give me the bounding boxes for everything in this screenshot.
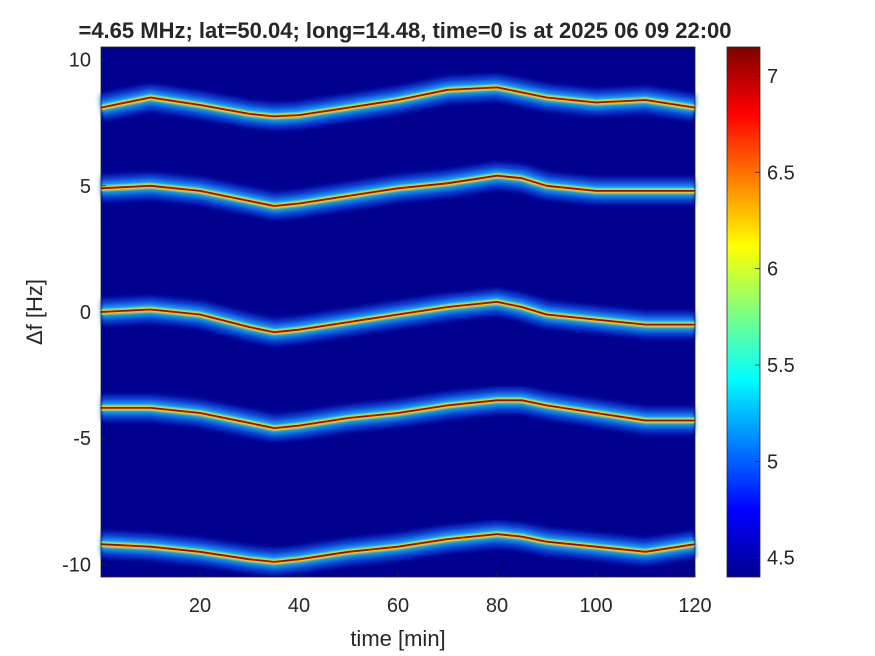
band-3-layer-5 [100, 301, 695, 334]
y-tick-label: 10 [69, 50, 91, 72]
y-axis-ticks: 10 5 0 -5 -10 [62, 50, 106, 576]
y-tick-label: -10 [62, 554, 91, 576]
colorbar-tick-label: 5.5 [767, 355, 795, 377]
x-axis-label: time [min] [350, 626, 445, 651]
band-1-layer-5 [100, 86, 696, 118]
chart-title: =4.65 MHz; lat=50.04; long=14.48, time=0… [78, 18, 731, 43]
colorbar-tick-label: 7 [767, 66, 778, 88]
x-tick-label: 60 [387, 595, 409, 617]
x-tick-label: 20 [189, 595, 211, 617]
y-tick-label: -5 [73, 428, 91, 450]
x-tick-label: 120 [678, 595, 711, 617]
colorbar-tick-label: 6 [767, 259, 778, 281]
colorbar-tick-label: 6.5 [767, 162, 795, 184]
colorbar-ticks: 4.5 5 5.5 6 6.5 7 [755, 66, 795, 570]
y-tick-label: 0 [80, 302, 91, 324]
colorbar-tick-label: 4.5 [767, 548, 795, 570]
y-axis-label: Δf [Hz] [22, 279, 47, 345]
x-axis-ticks: 20 40 60 80 100 120 [189, 572, 712, 617]
band-2-layer-5 [100, 174, 695, 207]
colorbar [726, 46, 761, 578]
band-5-layer-5 [100, 533, 696, 563]
x-tick-label: 100 [579, 595, 612, 617]
x-tick-label: 80 [486, 595, 508, 617]
x-tick-label: 40 [288, 595, 310, 617]
colorbar-tick-label: 5 [767, 451, 778, 473]
band-4-layer-5 [101, 399, 695, 429]
y-tick-label: 5 [80, 176, 91, 198]
band-traces [98, 74, 697, 575]
